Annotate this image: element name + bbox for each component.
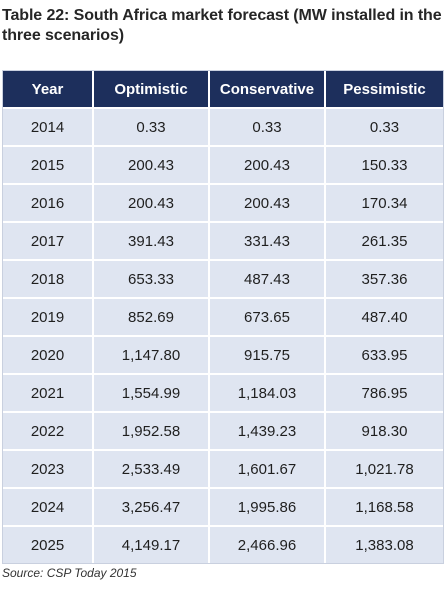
cell-optimistic: 4,149.17 [94, 525, 210, 563]
cell-pessimistic: 150.33 [326, 145, 443, 183]
table-row: 2014 0.33 0.33 0.33 [3, 107, 443, 145]
cell-pessimistic: 0.33 [326, 107, 443, 145]
table-header-row: Year Optimistic Conservative Pessimistic [3, 71, 443, 107]
cell-conservative: 1,184.03 [210, 373, 326, 411]
cell-pessimistic: 1,168.58 [326, 487, 443, 525]
cell-conservative: 1,995.86 [210, 487, 326, 525]
cell-year: 2025 [3, 525, 94, 563]
header-pessimistic: Pessimistic [326, 71, 443, 107]
cell-pessimistic: 170.34 [326, 183, 443, 221]
table-row: 2025 4,149.17 2,466.96 1,383.08 [3, 525, 443, 563]
cell-year: 2021 [3, 373, 94, 411]
cell-conservative: 200.43 [210, 145, 326, 183]
cell-conservative: 673.65 [210, 297, 326, 335]
cell-year: 2016 [3, 183, 94, 221]
cell-optimistic: 1,147.80 [94, 335, 210, 373]
cell-year: 2024 [3, 487, 94, 525]
cell-conservative: 0.33 [210, 107, 326, 145]
cell-year: 2014 [3, 107, 94, 145]
cell-optimistic: 3,256.47 [94, 487, 210, 525]
cell-year: 2019 [3, 297, 94, 335]
table-row: 2016 200.43 200.43 170.34 [3, 183, 443, 221]
cell-conservative: 487.43 [210, 259, 326, 297]
cell-year: 2017 [3, 221, 94, 259]
cell-conservative: 331.43 [210, 221, 326, 259]
cell-year: 2015 [3, 145, 94, 183]
cell-optimistic: 0.33 [94, 107, 210, 145]
cell-conservative: 1,439.23 [210, 411, 326, 449]
header-optimistic: Optimistic [94, 71, 210, 107]
cell-optimistic: 1,554.99 [94, 373, 210, 411]
table-row: 2023 2,533.49 1,601.67 1,021.78 [3, 449, 443, 487]
cell-year: 2022 [3, 411, 94, 449]
cell-pessimistic: 918.30 [326, 411, 443, 449]
cell-pessimistic: 357.36 [326, 259, 443, 297]
cell-year: 2023 [3, 449, 94, 487]
header-year: Year [3, 71, 94, 107]
table-title: Table 22: South Africa market forecast (… [2, 7, 442, 44]
cell-optimistic: 200.43 [94, 183, 210, 221]
cell-conservative: 1,601.67 [210, 449, 326, 487]
table-row: 2015 200.43 200.43 150.33 [3, 145, 443, 183]
cell-conservative: 200.43 [210, 183, 326, 221]
table-row: 2022 1,952.58 1,439.23 918.30 [3, 411, 443, 449]
cell-conservative: 915.75 [210, 335, 326, 373]
cell-optimistic: 2,533.49 [94, 449, 210, 487]
cell-optimistic: 852.69 [94, 297, 210, 335]
cell-year: 2018 [3, 259, 94, 297]
table-row: 2020 1,147.80 915.75 633.95 [3, 335, 443, 373]
table-row: 2021 1,554.99 1,184.03 786.95 [3, 373, 443, 411]
cell-year: 2020 [3, 335, 94, 373]
table-row: 2024 3,256.47 1,995.86 1,168.58 [3, 487, 443, 525]
cell-pessimistic: 487.40 [326, 297, 443, 335]
source-note: Source: CSP Today 2015 [2, 566, 137, 580]
cell-conservative: 2,466.96 [210, 525, 326, 563]
cell-optimistic: 391.43 [94, 221, 210, 259]
cell-pessimistic: 1,021.78 [326, 449, 443, 487]
table-row: 2019 852.69 673.65 487.40 [3, 297, 443, 335]
cell-pessimistic: 786.95 [326, 373, 443, 411]
table-row: 2017 391.43 331.43 261.35 [3, 221, 443, 259]
cell-pessimistic: 633.95 [326, 335, 443, 373]
cell-optimistic: 200.43 [94, 145, 210, 183]
header-conservative: Conservative [210, 71, 326, 107]
cell-pessimistic: 1,383.08 [326, 525, 443, 563]
cell-optimistic: 1,952.58 [94, 411, 210, 449]
cell-optimistic: 653.33 [94, 259, 210, 297]
cell-pessimistic: 261.35 [326, 221, 443, 259]
table-row: 2018 653.33 487.43 357.36 [3, 259, 443, 297]
forecast-table: Year Optimistic Conservative Pessimistic… [2, 70, 444, 564]
